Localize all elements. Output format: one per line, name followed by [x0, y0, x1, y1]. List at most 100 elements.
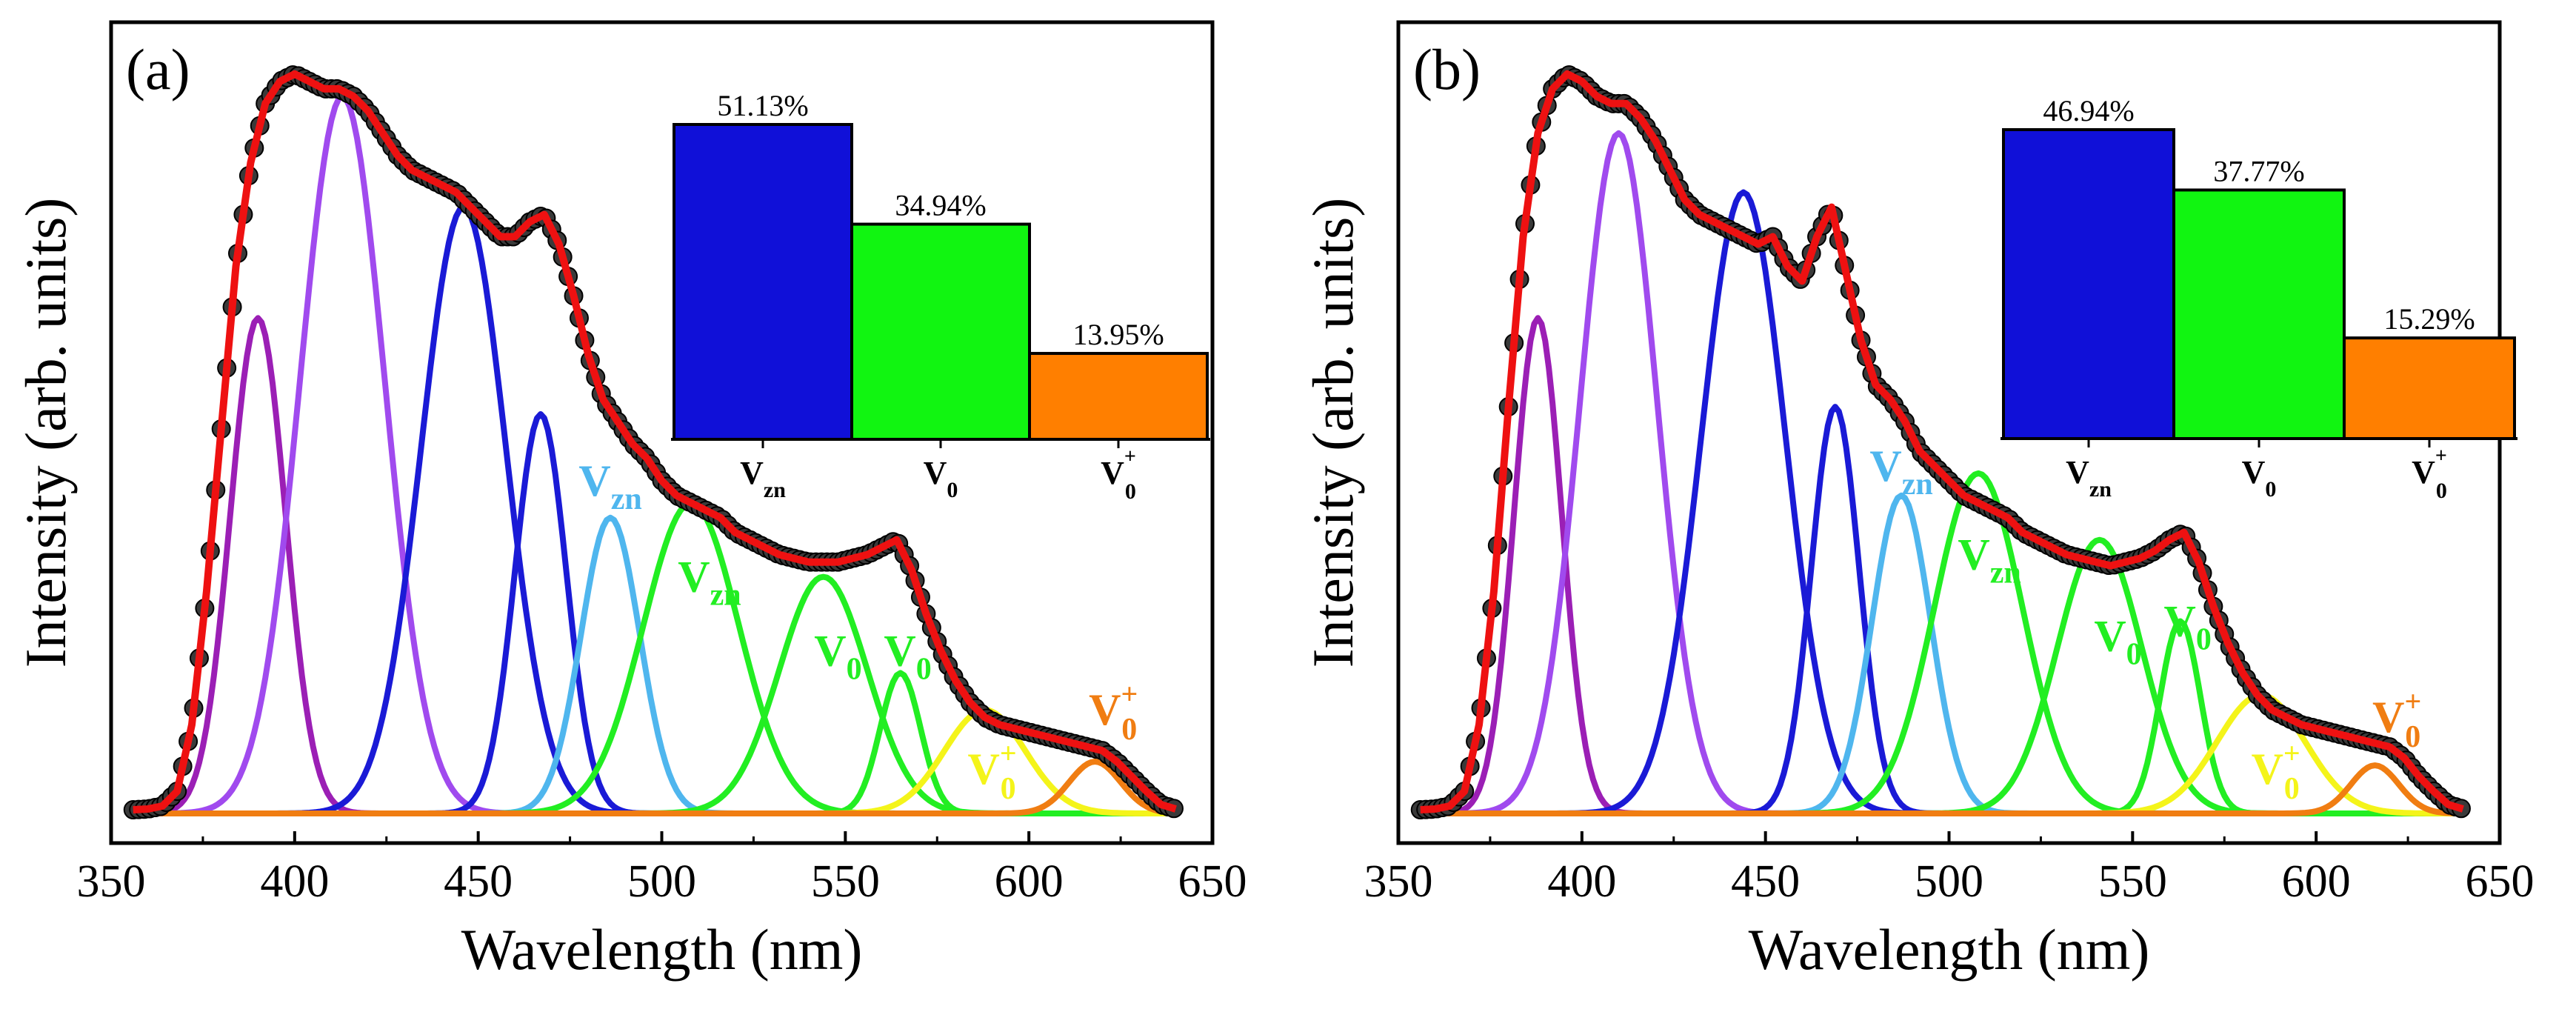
x-tick-label: 450 — [444, 856, 513, 907]
peak-annotation-2-base: V — [1958, 530, 1989, 579]
peak-annotation-5-sup: + — [1000, 736, 1017, 770]
peak-annotation-6-sub: 0 — [2405, 720, 2420, 754]
x-tick-label: 350 — [77, 856, 146, 907]
inset-bar-value-3: 15.29% — [2383, 302, 2475, 336]
x-tick-label: 500 — [1915, 856, 1983, 907]
inset-category-3: V+ 0 — [2412, 445, 2447, 503]
inset-category-2-sub: 0 — [947, 478, 958, 502]
inset-bar-3 — [1028, 352, 1209, 441]
peak-annotation-2-sub: zn — [1990, 556, 2021, 590]
inset-category-2-base: V — [924, 455, 947, 491]
peak-annotation-1: Vzn — [1869, 442, 1932, 502]
inset-category-3: V+ 0 — [1101, 445, 1136, 504]
peak-annotation-6-base: V — [2372, 693, 2404, 742]
peak-annotation-4-base: V — [2164, 596, 2196, 645]
peak-annotation-6-sub: 0 — [1121, 713, 1137, 747]
peak-annotation-1: Vzn — [578, 456, 641, 516]
component-curve-10 — [1416, 762, 2463, 816]
peak-annotation-5-base: V — [968, 745, 1000, 793]
fit-curve — [133, 70, 1177, 813]
x-tick-label: 350 — [1364, 856, 1433, 907]
peak-annotation-3-base: V — [814, 626, 846, 675]
inset-category-3-sup: + — [1124, 445, 1136, 468]
x-tick-label: 650 — [1178, 856, 1247, 907]
inset-category-1-base: V — [2066, 454, 2089, 490]
inset-bar-value-2: 37.77% — [2213, 154, 2304, 187]
peak-annotation-5-sub: 0 — [2284, 772, 2300, 806]
x-tick-label: 450 — [1731, 856, 1800, 907]
inset-category-2: V0 — [924, 455, 958, 502]
inset-bar-3 — [2343, 336, 2516, 440]
inset-category-3-sub: 0 — [2436, 479, 2447, 503]
x-tick-label: 600 — [995, 856, 1064, 907]
x-tick-label: 550 — [811, 856, 880, 907]
peak-annotation-6-sup: + — [2404, 685, 2421, 718]
peak-annotation-4: V0 — [884, 626, 931, 686]
x-tick-label: 500 — [627, 856, 696, 907]
x-tick-label: 650 — [2466, 856, 2535, 907]
peak-annotation-4: V0 — [2164, 596, 2212, 656]
peak-annotation-4-sub: 0 — [916, 652, 932, 686]
inset-category-1-base: V — [740, 455, 764, 491]
peak-annotation-2-sub: zn — [710, 579, 741, 613]
peak-annotation-5-base: V — [2252, 745, 2283, 793]
panel-label: (b) — [1413, 37, 1481, 101]
x-tick-label: 600 — [2282, 856, 2351, 907]
x-tick-label: 550 — [2098, 856, 2167, 907]
inset-category-3-base: V — [1101, 455, 1124, 491]
peak-annotation-3-sub: 0 — [847, 652, 862, 686]
peak-annotation-6-sup: + — [1121, 677, 1138, 710]
inset-category-2-sub: 0 — [2265, 477, 2276, 502]
inset-category-1-sub: zn — [764, 478, 786, 502]
x-tick-label: 400 — [1547, 856, 1616, 907]
inset-bar-2 — [850, 222, 1031, 441]
inset-bar-1 — [2002, 128, 2175, 440]
peak-annotation-1-base: V — [578, 456, 610, 505]
component-curve-9 — [1416, 692, 2463, 816]
inset-category-1: Vzn — [740, 455, 786, 502]
peak-annotation-2: Vzn — [1958, 530, 2021, 590]
peak-annotation-3-base: V — [2094, 611, 2126, 660]
peak-annotation-1-base: V — [1869, 442, 1901, 490]
panel-a: 350 400 450 500 550 600 650 Wavelength (nm) Inte… — [13, 20, 1247, 982]
inset-bar-1 — [673, 123, 853, 441]
peak-annotation-5: V+ 0 — [2252, 736, 2300, 806]
x-tick-label: 400 — [260, 856, 329, 907]
inset-category-3-sup: + — [2435, 445, 2447, 467]
inset-bar-2 — [2172, 188, 2346, 440]
y-axis-label: Intensity (arb. units) — [13, 198, 78, 668]
inset-category-3-base: V — [2412, 454, 2435, 490]
peak-annotation-2-base: V — [678, 553, 710, 602]
component-curve-5 — [129, 514, 1176, 816]
peak-annotation-5-sup: + — [2283, 736, 2300, 770]
peak-annotation-2: Vzn — [678, 553, 741, 613]
panel-label: (a) — [126, 37, 190, 101]
inset-bar-value-3: 13.95% — [1072, 318, 1164, 351]
fit-curve — [1420, 70, 2464, 813]
inset-category-2: V0 — [2242, 454, 2277, 502]
peak-annotation-6-base: V — [1089, 685, 1121, 734]
peak-annotation-1-sub: zn — [611, 482, 642, 516]
inset-category-2-base: V — [2242, 454, 2266, 490]
peak-annotation-3: V0 — [814, 626, 861, 686]
peak-annotation-3-sub: 0 — [2126, 637, 2142, 671]
peak-annotation-3: V0 — [2094, 611, 2141, 671]
peak-annotation-1-sub: zn — [1902, 467, 1933, 502]
peak-annotation-4-sub: 0 — [2196, 622, 2212, 656]
peak-annotation-4-base: V — [884, 626, 915, 675]
component-curve-10 — [129, 759, 1176, 816]
inset-bar-value-2: 34.94% — [895, 189, 986, 222]
inset-category-1: Vzn — [2066, 454, 2112, 502]
inset-bar-value-1: 46.94% — [2043, 94, 2134, 127]
x-axis-label: Wavelength (nm) — [461, 917, 863, 982]
experimental-points — [1410, 65, 2471, 820]
y-axis-label: Intensity (arb. units) — [1301, 198, 1365, 668]
peak-annotation-5: V+ 0 — [968, 736, 1017, 806]
inset-category-1-sub: zn — [2089, 477, 2112, 502]
peak-annotation-6: V+ 0 — [2372, 685, 2421, 754]
inset-bar-value-1: 51.13% — [717, 89, 808, 122]
peak-annotation-5-sub: 0 — [1001, 772, 1016, 806]
